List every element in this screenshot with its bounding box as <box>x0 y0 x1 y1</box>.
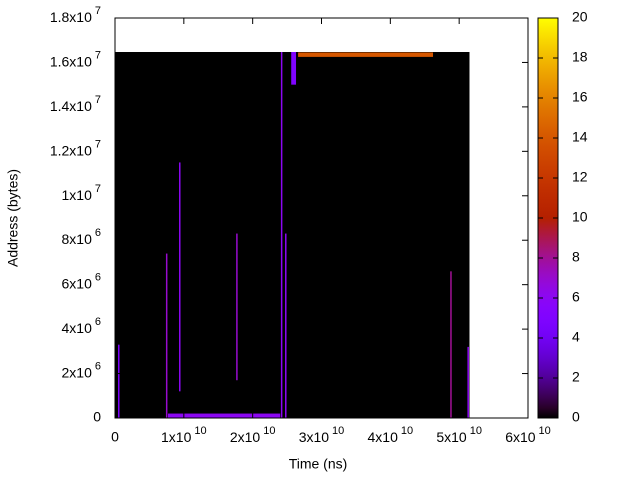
heatmap-cell <box>280 52 283 418</box>
heatmap-cell <box>179 162 181 392</box>
heatmap-cell <box>236 233 238 381</box>
heatmap-cell <box>168 413 281 418</box>
y-tick-label: 1.4x10 7 <box>50 94 101 114</box>
y-axis-label: Address (bytes) <box>5 169 21 267</box>
colorbar-tick-label: 0 <box>572 409 580 425</box>
heatmap-cell <box>298 52 434 57</box>
colorbar-tick-label: 20 <box>572 9 588 25</box>
colorbar-tick-label: 10 <box>572 209 588 225</box>
y-tick-label: 6x10 6 <box>62 272 101 292</box>
y-tick-label: 1x10 7 <box>62 183 101 203</box>
y-tick-label: 1.8x10 7 <box>50 5 101 25</box>
colorbar-tick-label: 6 <box>572 289 580 305</box>
heatmap-cell <box>118 344 120 418</box>
x-tick-label: 5x10 10 <box>436 425 482 445</box>
heatmap-cell <box>115 52 470 418</box>
heatmap-cell <box>165 253 168 418</box>
x-axis-label: Time (ns) <box>289 456 348 472</box>
colorbar-tick-label: 12 <box>572 169 588 185</box>
y-tick-label: 1.2x10 7 <box>50 138 101 158</box>
heatmap-cell <box>467 346 469 418</box>
colorbar-tick-label: 8 <box>572 249 580 265</box>
x-tick-label: 4x10 10 <box>368 425 414 445</box>
y-tick-label: 8x10 6 <box>62 227 101 247</box>
x-tick-label: 0 <box>111 429 119 445</box>
colorbar-tick-label: 18 <box>572 49 588 65</box>
y-tick-label: 1.6x10 7 <box>50 49 101 69</box>
x-tick-label: 2x10 10 <box>230 425 276 445</box>
heatmap-cell <box>450 271 452 418</box>
x-tick-label: 1x10 10 <box>161 425 207 445</box>
x-tick-label: 6x10 10 <box>505 425 551 445</box>
y-tick-label: 2x10 6 <box>62 360 101 380</box>
colorbar-tick-label: 16 <box>572 89 588 105</box>
colorbar-tick-label: 2 <box>572 369 580 385</box>
x-tick-label: 3x10 10 <box>299 425 345 445</box>
heatmap-cell <box>285 233 287 418</box>
colorbar-tick-label: 4 <box>572 329 580 345</box>
heatmap-cell <box>291 52 297 85</box>
y-tick-label: 0 <box>93 409 101 425</box>
colorbar-tick-label: 14 <box>572 129 588 145</box>
y-tick-label: 4x10 6 <box>62 316 101 336</box>
